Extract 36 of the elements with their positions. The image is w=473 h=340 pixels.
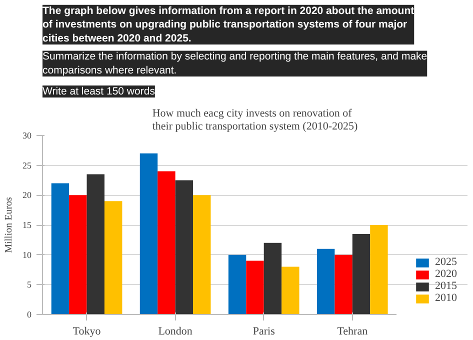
x-tick-label: Tokyo (72, 326, 102, 338)
bar (175, 180, 194, 314)
bar (282, 266, 300, 314)
text: Summarize the information by selecting and reporting the main features, and make comparisons where relevant. (42, 50, 428, 76)
bar (352, 234, 370, 314)
text: Write at least 150 words (42, 86, 155, 98)
y-tick-label: 15 (22, 220, 32, 230)
bar (158, 171, 176, 314)
bar (264, 242, 282, 314)
text: The graph below gives information from a report in 2020 about the amount of investments on upgrading public transportation systems of four major cities between 2020 and 2025. (42, 4, 415, 44)
legend-label: 2015 (435, 280, 457, 292)
bar (246, 260, 264, 314)
x-tick-label: Tehran (337, 326, 368, 338)
legend-label: 2010 (435, 292, 457, 304)
y-tick-label: 0 (27, 310, 32, 320)
bar (193, 195, 211, 314)
y-axis-title: Million Euros (4, 196, 14, 253)
bar (104, 201, 122, 314)
y-tick-label: 25 (22, 160, 32, 170)
x-tick-label: Paris (252, 326, 275, 338)
x-tick-label: London (158, 326, 193, 338)
bar (334, 254, 352, 314)
y-tick-label: 30 (22, 130, 32, 140)
legend-label: 2020 (435, 268, 457, 280)
bar (69, 195, 87, 314)
y-tick-label: 5 (27, 280, 32, 290)
bar (316, 248, 335, 314)
y-tick-label: 20 (22, 190, 32, 200)
bar (86, 174, 104, 314)
bar (140, 153, 158, 314)
bar (370, 225, 388, 314)
bar (228, 254, 246, 314)
chart-title: How much eacg city invests on renovation of their public transportation system (2010-2025) (152, 107, 358, 132)
legend-label: 2025 (435, 256, 457, 268)
y-tick-label: 10 (22, 250, 32, 260)
bar (51, 183, 70, 314)
